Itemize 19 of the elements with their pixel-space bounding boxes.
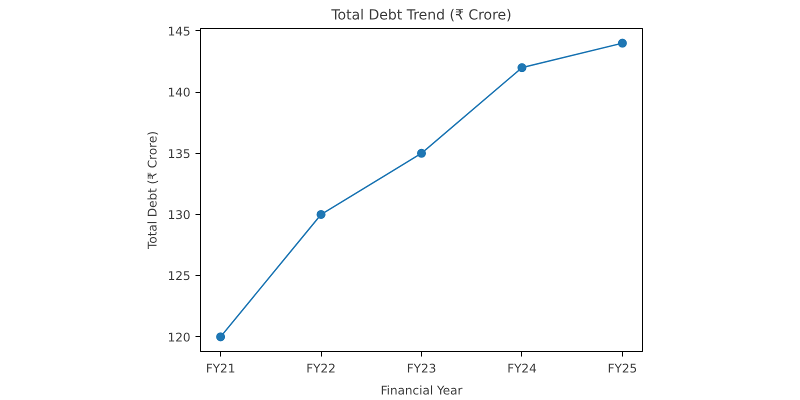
y-tick-label: 125 bbox=[168, 269, 190, 284]
chart-title: Total Debt Trend (₹ Crore) bbox=[330, 8, 512, 24]
x-tick-label: FY21 bbox=[206, 362, 236, 376]
point bbox=[517, 63, 526, 72]
y-tick-label: 140 bbox=[168, 86, 190, 100]
x-tick-label: FY24 bbox=[507, 362, 537, 376]
point bbox=[618, 38, 627, 48]
point bbox=[316, 210, 326, 219]
y-tick-label: 135 bbox=[168, 146, 190, 161]
point bbox=[216, 332, 226, 342]
x-axis-title: Financial Year bbox=[380, 384, 462, 398]
x-tick-label: FY23 bbox=[406, 362, 436, 376]
y-tick-label: 130 bbox=[168, 208, 190, 222]
y-tick-label: 145 bbox=[168, 24, 190, 38]
y-tick-label: 120 bbox=[168, 330, 190, 344]
x-tick-label: FY22 bbox=[306, 362, 336, 376]
x-tick-label: FY25 bbox=[608, 362, 638, 376]
point bbox=[417, 148, 426, 158]
y-axis-title: Total Debt (₹ Crore) bbox=[146, 131, 160, 250]
